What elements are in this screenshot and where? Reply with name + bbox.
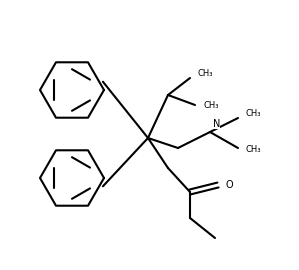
Text: O: O [226, 180, 234, 190]
Text: CH₃: CH₃ [246, 146, 262, 154]
Text: N: N [213, 119, 220, 129]
Text: CH₃: CH₃ [198, 69, 213, 79]
Text: CH₃: CH₃ [246, 110, 262, 119]
Text: CH₃: CH₃ [203, 100, 219, 110]
